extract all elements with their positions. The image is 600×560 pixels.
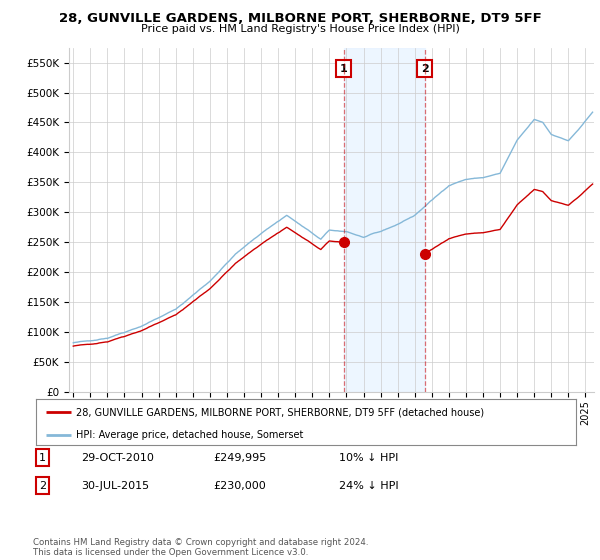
Text: 29-OCT-2010: 29-OCT-2010 (81, 452, 154, 463)
Text: 1: 1 (39, 452, 46, 463)
Text: Contains HM Land Registry data © Crown copyright and database right 2024.
This d: Contains HM Land Registry data © Crown c… (33, 538, 368, 557)
Text: 28, GUNVILLE GARDENS, MILBORNE PORT, SHERBORNE, DT9 5FF (detached house): 28, GUNVILLE GARDENS, MILBORNE PORT, SHE… (77, 407, 485, 417)
Bar (344, 48, 425, 392)
Text: 30-JUL-2015: 30-JUL-2015 (81, 480, 149, 491)
Text: £230,000: £230,000 (213, 480, 266, 491)
Text: HPI: Average price, detached house, Somerset: HPI: Average price, detached house, Some… (77, 430, 304, 440)
Text: 10% ↓ HPI: 10% ↓ HPI (339, 452, 398, 463)
Text: 2: 2 (39, 480, 46, 491)
Text: 24% ↓ HPI: 24% ↓ HPI (339, 480, 398, 491)
Text: Price paid vs. HM Land Registry's House Price Index (HPI): Price paid vs. HM Land Registry's House … (140, 24, 460, 34)
Text: £249,995: £249,995 (213, 452, 266, 463)
Text: 1: 1 (340, 64, 347, 73)
Text: 2: 2 (421, 64, 428, 73)
Text: 28, GUNVILLE GARDENS, MILBORNE PORT, SHERBORNE, DT9 5FF: 28, GUNVILLE GARDENS, MILBORNE PORT, SHE… (59, 12, 541, 25)
